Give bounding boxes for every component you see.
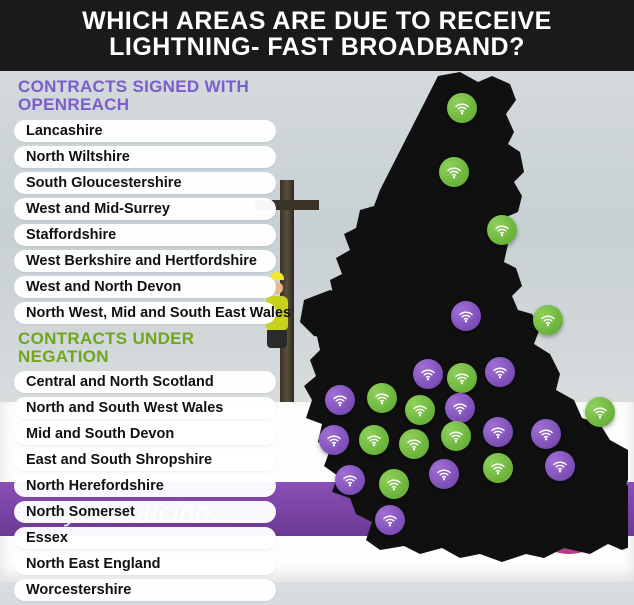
wifi-badge-green — [441, 421, 471, 451]
wifi-badge-green — [439, 157, 469, 187]
wifi-icon — [493, 221, 511, 239]
wifi-icon — [341, 471, 359, 489]
wifi-icon — [537, 425, 555, 443]
lists-column: CONTRACTS SIGNED WITH OPENREACH Lancashi… — [14, 76, 276, 605]
list-row-negotiation: North East England — [14, 553, 276, 575]
list-negotiation: Central and North Scotland North and Sout… — [14, 371, 276, 601]
wifi-icon — [489, 423, 507, 441]
wifi-badge-purple — [335, 465, 365, 495]
wifi-icon — [385, 475, 403, 493]
list-row-negotiation: Worcestershire — [14, 579, 276, 601]
list-signed: Lancashire North Wiltshire South Glouceste… — [14, 120, 276, 324]
wifi-icon — [489, 459, 507, 477]
wifi-badge-green — [367, 383, 397, 413]
wifi-icon — [373, 389, 391, 407]
wifi-icon — [457, 307, 475, 325]
wifi-badge-green — [405, 395, 435, 425]
list-row-negotiation: North Somerset — [14, 501, 276, 523]
list-row-signed: Staffordshire — [14, 224, 276, 246]
wifi-icon — [381, 511, 399, 529]
wifi-badge-green — [447, 93, 477, 123]
wifi-icon — [551, 457, 569, 475]
list-row-signed: Lancashire — [14, 120, 276, 142]
wifi-badge-purple — [545, 451, 575, 481]
wifi-icon — [591, 403, 609, 421]
wifi-icon — [453, 369, 471, 387]
wifi-icon — [491, 363, 509, 381]
wifi-icon — [539, 311, 557, 329]
wifi-icon — [435, 465, 453, 483]
wifi-icon — [451, 399, 469, 417]
wifi-badge-purple — [483, 417, 513, 447]
list-row-signed: North Wiltshire — [14, 146, 276, 168]
section-header-negotiation: CONTRACTS UNDER NEGATION — [14, 328, 276, 372]
wifi-badge-green — [585, 397, 615, 427]
list-row-signed: North West, Mid and South East Wales — [14, 302, 276, 324]
wifi-icon — [419, 365, 437, 383]
wifi-badge-green — [359, 425, 389, 455]
wifi-icon — [365, 431, 383, 449]
wifi-badge-green — [533, 305, 563, 335]
list-row-signed: South Gloucestershire — [14, 172, 276, 194]
wifi-badge-green — [483, 453, 513, 483]
wifi-icon — [325, 431, 343, 449]
wifi-icon — [445, 163, 463, 181]
list-row-signed: West and Mid-Surrey — [14, 198, 276, 220]
section-header-signed: CONTRACTS SIGNED WITH OPENREACH — [14, 76, 276, 120]
wifi-icon — [411, 401, 429, 419]
list-row-negotiation: Essex — [14, 527, 276, 549]
wifi-badge-green — [399, 429, 429, 459]
wifi-icon — [331, 391, 349, 409]
list-row-negotiation: North Herefordshire — [14, 475, 276, 497]
wifi-badge-green — [447, 363, 477, 393]
wifi-badge-purple — [413, 359, 443, 389]
wifi-badge-purple — [319, 425, 349, 455]
list-row-negotiation: Central and North Scotland — [14, 371, 276, 393]
list-row-signed: West and North Devon — [14, 276, 276, 298]
list-row-signed: West Berkshire and Hertfordshire — [14, 250, 276, 272]
wifi-icon — [405, 435, 423, 453]
wifi-badge-green — [379, 469, 409, 499]
list-row-negotiation: North and South West Wales — [14, 397, 276, 419]
list-row-negotiation: Mid and South Devon — [14, 423, 276, 445]
wifi-badge-purple — [451, 301, 481, 331]
wifi-icon — [453, 99, 471, 117]
wifi-badge-purple — [429, 459, 459, 489]
wifi-badge-purple — [445, 393, 475, 423]
headline-title: WHICH AREAS ARE DUE TO RECEIVE LIGHTNING… — [0, 0, 634, 71]
wifi-badge-purple — [531, 419, 561, 449]
wifi-badge-purple — [485, 357, 515, 387]
wifi-icon — [447, 427, 465, 445]
wifi-badge-green — [487, 215, 517, 245]
wifi-badge-purple — [375, 505, 405, 535]
list-row-negotiation: East and South Shropshire — [14, 449, 276, 471]
wifi-badge-purple — [325, 385, 355, 415]
